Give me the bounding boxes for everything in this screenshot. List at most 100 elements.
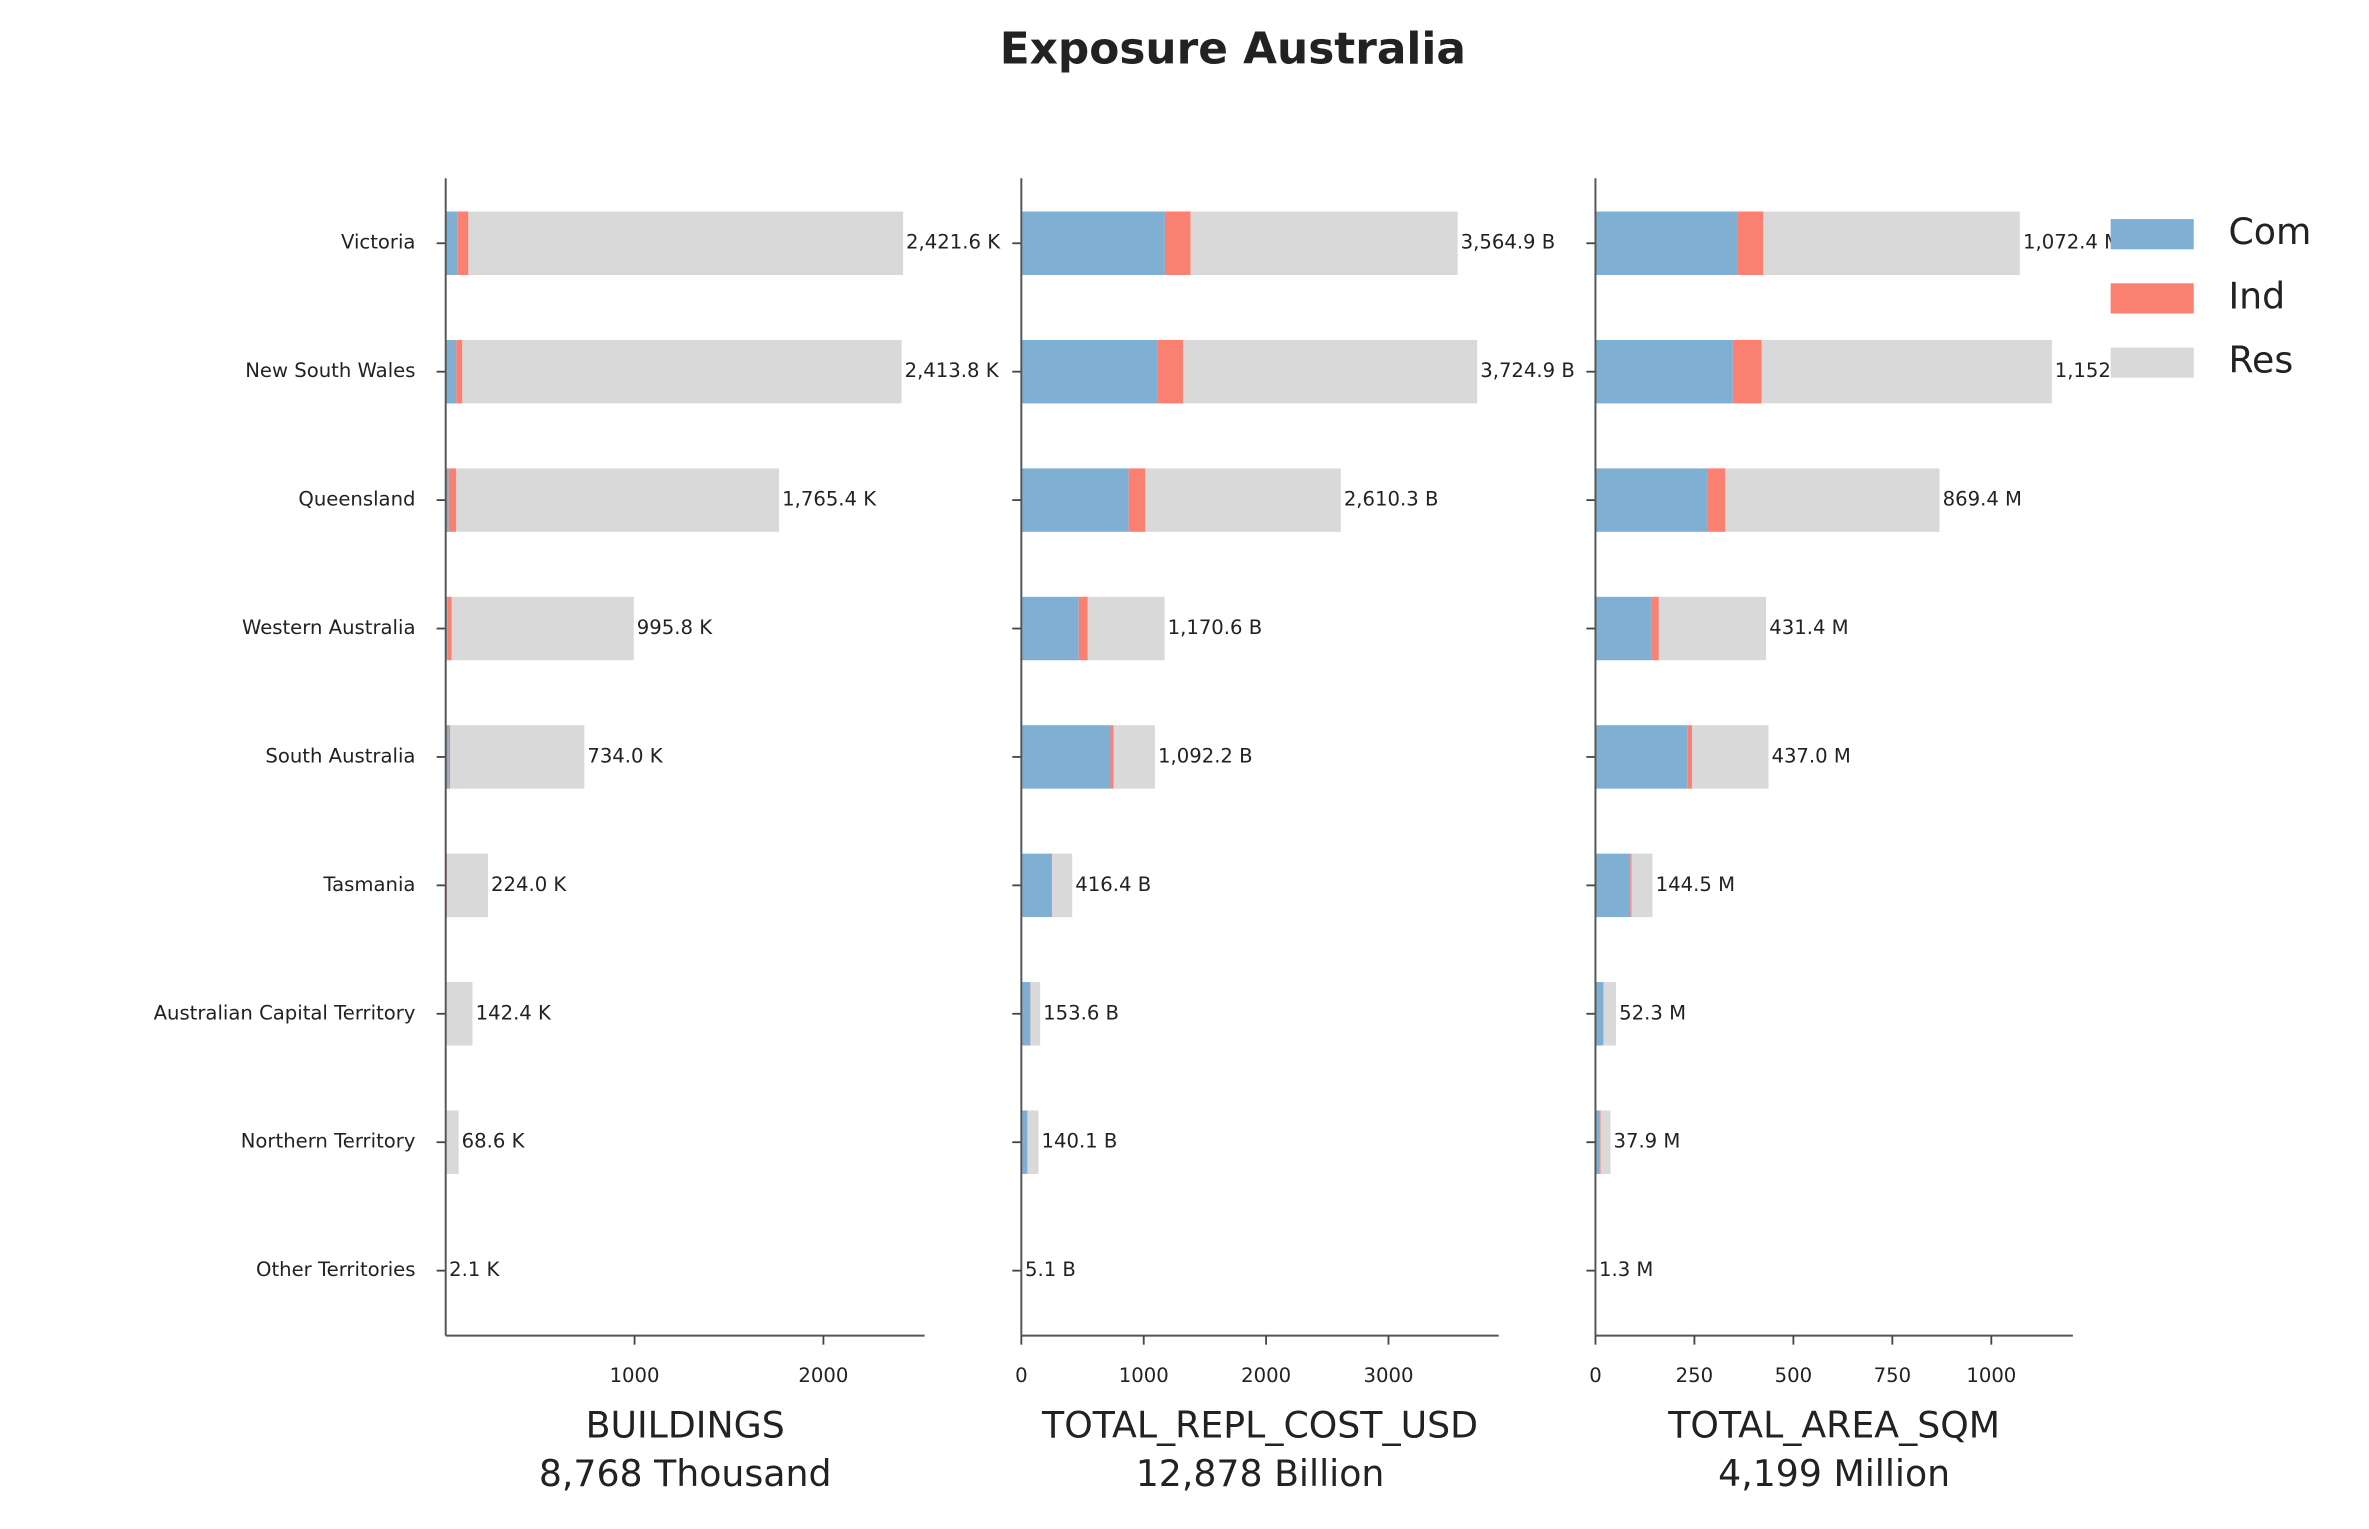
bar-segment xyxy=(450,725,585,789)
value-label: 431.4 M xyxy=(1769,616,1848,639)
x-axis-sublabel: 12,878 Billion xyxy=(1136,1452,1385,1495)
x-tick-label: 750 xyxy=(1874,1364,1911,1387)
bar-segment xyxy=(1595,853,1631,918)
y-tick-label: South Australia xyxy=(265,744,415,767)
x-axis-label: BUILDINGS xyxy=(586,1404,785,1447)
value-label: 5.1 B xyxy=(1025,1258,1076,1281)
value-label: 224.0 K xyxy=(491,873,567,896)
bar-segment xyxy=(1595,725,1688,789)
value-label: 140.1 B xyxy=(1041,1130,1117,1153)
bar-segment xyxy=(1027,1110,1039,1174)
bar-segment xyxy=(445,339,457,404)
bar-segment xyxy=(1157,339,1184,404)
bar-segment xyxy=(1052,853,1073,918)
x-axis-label: TOTAL_REPL_COST_USD xyxy=(1041,1404,1478,1447)
bar-segment xyxy=(1110,725,1114,789)
bar-segment xyxy=(451,596,634,661)
bar-segment xyxy=(447,596,452,661)
value-label: 2,610.3 B xyxy=(1344,488,1439,511)
x-tick-label: 3000 xyxy=(1364,1364,1414,1387)
bar-segment xyxy=(1603,982,1617,1046)
bar-segment xyxy=(1761,339,2052,404)
bar-segment xyxy=(1595,982,1604,1046)
value-label: 142.4 K xyxy=(476,1001,552,1024)
value-label: 37.9 M xyxy=(1613,1130,1680,1153)
x-axis-label: TOTAL_AREA_SQM xyxy=(1667,1404,2000,1447)
bar-segment xyxy=(1599,1110,1601,1174)
x-tick-label: 500 xyxy=(1775,1364,1812,1387)
bar-segment xyxy=(446,853,489,918)
y-tick-label: Northern Territory xyxy=(241,1130,416,1153)
value-label: 1,765.4 K xyxy=(782,488,877,511)
x-tick-label: 1000 xyxy=(610,1364,660,1387)
bar-segment xyxy=(1707,468,1726,532)
y-tick-label: Victoria xyxy=(341,231,416,254)
bar-segment xyxy=(468,211,904,275)
legend-swatch xyxy=(2110,283,2194,314)
bar-segment xyxy=(1021,339,1158,404)
value-label: 1,072.4 M xyxy=(2023,231,2121,254)
bar-segment xyxy=(1078,596,1088,661)
bar-segment xyxy=(1183,339,1478,404)
bar-segment xyxy=(1687,725,1693,789)
chart-title: Exposure Australia xyxy=(1000,23,1466,74)
bar-segment xyxy=(1631,853,1653,918)
value-label: 1,092.2 B xyxy=(1158,744,1253,767)
bar-segment xyxy=(1732,339,1762,404)
bar-segment xyxy=(1692,725,1769,789)
value-label: 3,564.9 B xyxy=(1461,231,1556,254)
y-tick-label: Tasmania xyxy=(322,873,415,896)
legend-label: Ind xyxy=(2228,274,2285,317)
x-axis-sublabel: 8,768 Thousand xyxy=(539,1452,832,1495)
bar-segment xyxy=(1658,596,1767,661)
x-tick-label: 0 xyxy=(1015,1364,1028,1387)
value-label: 68.6 K xyxy=(462,1130,526,1153)
bar-segment xyxy=(1021,853,1052,918)
legend-swatch xyxy=(2110,347,2194,378)
value-label: 995.8 K xyxy=(637,616,713,639)
value-label: 416.4 B xyxy=(1075,873,1151,896)
value-label: 153.6 B xyxy=(1043,1001,1119,1024)
y-tick-label: Other Territories xyxy=(256,1258,415,1281)
bar-segment xyxy=(448,725,451,789)
bar-segment xyxy=(1021,725,1111,789)
value-label: 1,170.6 B xyxy=(1168,616,1263,639)
bar-segment xyxy=(456,339,463,404)
bar-segment xyxy=(1021,596,1079,661)
x-tick-label: 1000 xyxy=(1119,1364,1169,1387)
bar-segment xyxy=(1021,468,1129,532)
legend-label: Res xyxy=(2228,339,2293,382)
x-tick-label: 1000 xyxy=(1966,1364,2016,1387)
bar-segment xyxy=(445,725,449,789)
value-label: 437.0 M xyxy=(1771,744,1850,767)
bar-segment xyxy=(456,468,780,532)
value-label: 144.5 M xyxy=(1656,873,1735,896)
y-tick-label: Australian Capital Territory xyxy=(154,1001,416,1024)
bar-segment xyxy=(445,468,449,532)
bar-segment xyxy=(1595,211,1738,275)
value-label: 734.0 K xyxy=(587,744,663,767)
bar-segment xyxy=(1737,211,1764,275)
value-label: 1.3 M xyxy=(1599,1258,1653,1281)
bar-segment xyxy=(1021,1110,1028,1174)
bar-segment xyxy=(1051,853,1053,918)
bar-segment xyxy=(1021,211,1165,275)
bar-segment xyxy=(1600,1110,1611,1174)
bar-segment xyxy=(1113,725,1155,789)
y-tick-label: New South Wales xyxy=(245,359,415,382)
x-tick-label: 250 xyxy=(1676,1364,1713,1387)
bar-segment xyxy=(462,339,902,404)
bar-segment xyxy=(1595,596,1652,661)
x-tick-label: 0 xyxy=(1589,1364,1602,1387)
bar-segment xyxy=(448,468,457,532)
bar-segment xyxy=(1087,596,1165,661)
bar-segment xyxy=(445,211,458,275)
bar-segment xyxy=(1128,468,1146,532)
y-tick-label: Western Australia xyxy=(242,616,416,639)
bar-segment xyxy=(446,1110,459,1174)
bar-segment xyxy=(1030,982,1041,1046)
value-label: 52.3 M xyxy=(1619,1001,1686,1024)
x-axis-sublabel: 4,199 Million xyxy=(1718,1452,1950,1495)
bar-segment xyxy=(1595,468,1708,532)
bar-segment xyxy=(1763,211,2020,275)
